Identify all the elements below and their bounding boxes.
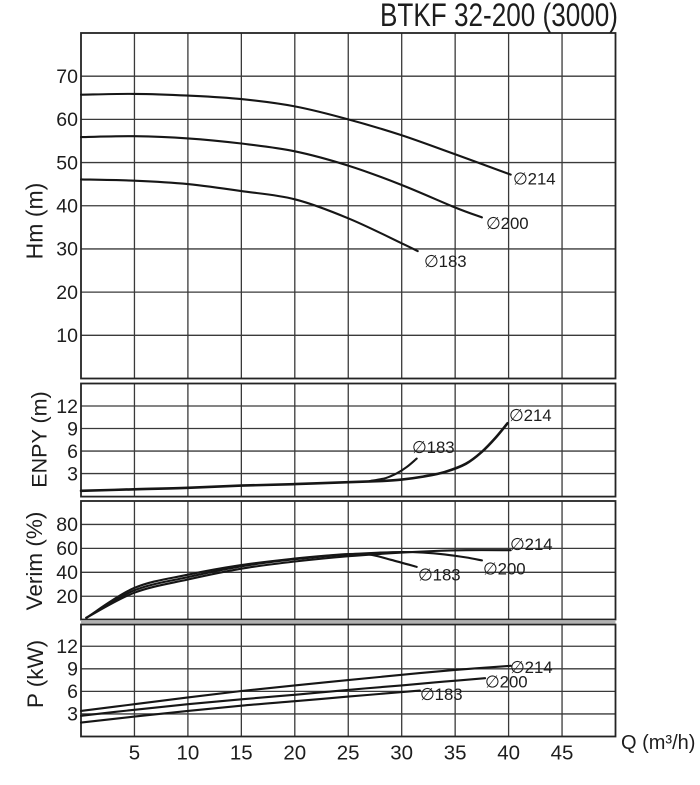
svg-text:45: 45: [551, 742, 574, 765]
svg-text:Verim (%): Verim (%): [22, 512, 47, 611]
svg-text:6: 6: [67, 681, 78, 703]
svg-text:P (kW): P (kW): [23, 640, 48, 708]
svg-text:40: 40: [56, 196, 78, 218]
svg-text:60: 60: [56, 109, 78, 131]
svg-text:3: 3: [67, 463, 78, 485]
svg-text:15: 15: [230, 742, 253, 765]
svg-text:40: 40: [56, 562, 78, 584]
svg-text:12: 12: [56, 396, 78, 418]
svg-text:10: 10: [176, 742, 199, 765]
svg-text:5: 5: [129, 742, 140, 765]
svg-text:80: 80: [56, 514, 78, 536]
svg-text:6: 6: [67, 441, 78, 463]
svg-text:ENPY (m): ENPY (m): [27, 391, 51, 487]
svg-text:∅214: ∅214: [513, 170, 556, 189]
svg-text:∅214: ∅214: [510, 535, 553, 554]
svg-text:30: 30: [56, 239, 78, 261]
svg-text:∅183: ∅183: [424, 252, 467, 271]
svg-text:∅200: ∅200: [486, 214, 529, 233]
svg-text:∅214: ∅214: [509, 406, 552, 425]
svg-text:50: 50: [56, 152, 78, 174]
svg-text:∅200: ∅200: [485, 673, 528, 692]
svg-text:∅183: ∅183: [418, 566, 461, 585]
svg-text:60: 60: [56, 538, 78, 560]
svg-text:9: 9: [67, 659, 78, 681]
svg-text:40: 40: [497, 742, 520, 765]
svg-text:Q (m³/h): Q (m³/h): [621, 732, 695, 754]
svg-text:35: 35: [444, 742, 467, 765]
svg-text:3: 3: [67, 704, 78, 726]
svg-text:∅200: ∅200: [483, 560, 526, 579]
svg-text:9: 9: [67, 418, 78, 440]
svg-text:12: 12: [56, 636, 78, 658]
svg-text:20: 20: [283, 742, 306, 765]
svg-text:20: 20: [56, 586, 78, 608]
svg-text:20: 20: [56, 282, 78, 304]
svg-text:25: 25: [337, 742, 360, 765]
svg-text:30: 30: [390, 742, 413, 765]
svg-text:∅183: ∅183: [420, 685, 463, 704]
svg-text:∅183: ∅183: [412, 438, 455, 457]
svg-text:BTKF 32-200 (3000): BTKF 32-200 (3000): [380, 0, 618, 33]
svg-text:10: 10: [56, 325, 78, 347]
svg-text:70: 70: [56, 66, 78, 88]
svg-text:∅214: ∅214: [510, 658, 553, 677]
svg-text:Hm (m): Hm (m): [21, 183, 47, 260]
